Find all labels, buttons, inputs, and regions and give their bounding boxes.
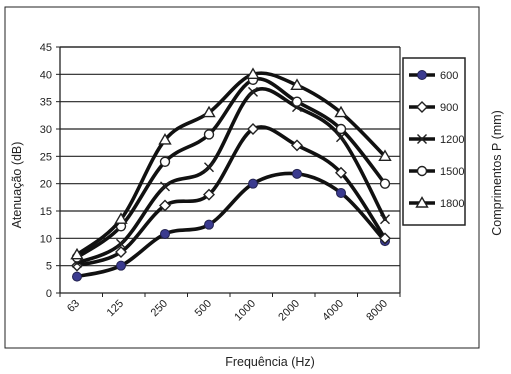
- series-group: [70, 67, 392, 282]
- point-marker: [291, 96, 303, 107]
- y-tick-label: 10: [40, 233, 52, 245]
- point-marker: [159, 199, 171, 212]
- y-tick-label: 5: [46, 261, 52, 273]
- point-marker: [160, 228, 170, 239]
- x-axis-label: Frequência (Hz): [225, 355, 315, 369]
- x-tick-label: 125: [105, 298, 126, 319]
- axes: [59, 46, 401, 297]
- series-1200: [72, 86, 390, 268]
- point-marker: [203, 129, 215, 140]
- x-tick-label: 500: [193, 298, 214, 319]
- point-marker: [334, 105, 348, 118]
- point-marker: [417, 134, 427, 144]
- point-marker: [160, 181, 170, 192]
- point-marker: [415, 196, 429, 208]
- y-axis-label: Atenuação (dB): [10, 142, 24, 229]
- legend-label: 600: [440, 70, 458, 82]
- point-marker: [204, 219, 214, 230]
- legend-item: 1500: [409, 165, 464, 178]
- point-marker: [116, 260, 126, 271]
- legend-item: 600: [409, 70, 458, 82]
- series-1800: [70, 67, 392, 260]
- y-tick-labels: 0 5 10 15 20 25 30 35 40 45: [40, 42, 52, 300]
- legend-item: 900: [409, 101, 458, 114]
- legend-box: [402, 57, 466, 226]
- point-marker: [379, 178, 391, 189]
- legend-label: 1200: [440, 134, 464, 146]
- point-marker: [203, 188, 215, 201]
- point-marker: [204, 162, 214, 173]
- legend-label: 1500: [440, 166, 464, 178]
- y-tick-label: 25: [40, 151, 52, 163]
- point-marker: [380, 214, 390, 225]
- point-marker: [114, 212, 128, 224]
- point-marker: [248, 178, 258, 189]
- y-tick-label: 40: [40, 69, 52, 81]
- point-marker: [115, 246, 127, 258]
- y-tick-label: 45: [40, 42, 52, 54]
- legend-title: Comprimentos P (mm): [490, 110, 504, 235]
- point-marker: [290, 78, 304, 90]
- x-tick-label: 4000: [320, 298, 346, 324]
- point-marker: [158, 133, 172, 145]
- legend: 600 900 1200 1500 1800: [409, 70, 464, 210]
- point-marker: [291, 139, 303, 152]
- legend-label: 1800: [440, 198, 464, 210]
- x-tick-label: 63: [65, 298, 82, 315]
- point-marker: [246, 67, 260, 80]
- point-marker: [379, 232, 391, 245]
- x-tick-label: 1000: [232, 298, 258, 324]
- y-tick-label: 0: [46, 288, 52, 300]
- point-marker: [159, 156, 171, 168]
- point-marker: [335, 123, 347, 135]
- series-900: [71, 123, 391, 272]
- chart-frame: [4, 6, 480, 349]
- y-tick-label: 35: [40, 97, 52, 109]
- point-marker: [416, 165, 428, 177]
- point-marker: [116, 238, 126, 249]
- y-tick-label: 30: [40, 124, 52, 136]
- point-marker: [335, 166, 347, 179]
- y-tick-label: 15: [40, 206, 52, 218]
- point-marker: [248, 86, 258, 97]
- x-tick-label: 2000: [276, 298, 302, 324]
- legend-item: 1200: [409, 134, 464, 146]
- gridlines: [56, 46, 400, 294]
- point-marker: [292, 168, 302, 179]
- series-line: [75, 71, 387, 257]
- legend-item: 1800: [409, 196, 464, 210]
- point-marker: [416, 101, 428, 113]
- x-tick-label: 8000: [364, 298, 390, 324]
- x-tick-labels: 63 125 250 500 1000 2000 4000 8000: [65, 298, 390, 324]
- point-marker: [202, 105, 216, 118]
- y-tick-label: 20: [40, 179, 52, 191]
- point-marker: [72, 271, 82, 282]
- legend-label: 900: [440, 102, 458, 114]
- point-marker: [378, 149, 392, 162]
- series-600: [72, 168, 390, 282]
- point-marker: [336, 187, 346, 198]
- x-tick-label: 250: [149, 298, 170, 319]
- point-marker: [247, 123, 259, 135]
- point-marker: [70, 247, 84, 260]
- point-marker: [417, 70, 427, 80]
